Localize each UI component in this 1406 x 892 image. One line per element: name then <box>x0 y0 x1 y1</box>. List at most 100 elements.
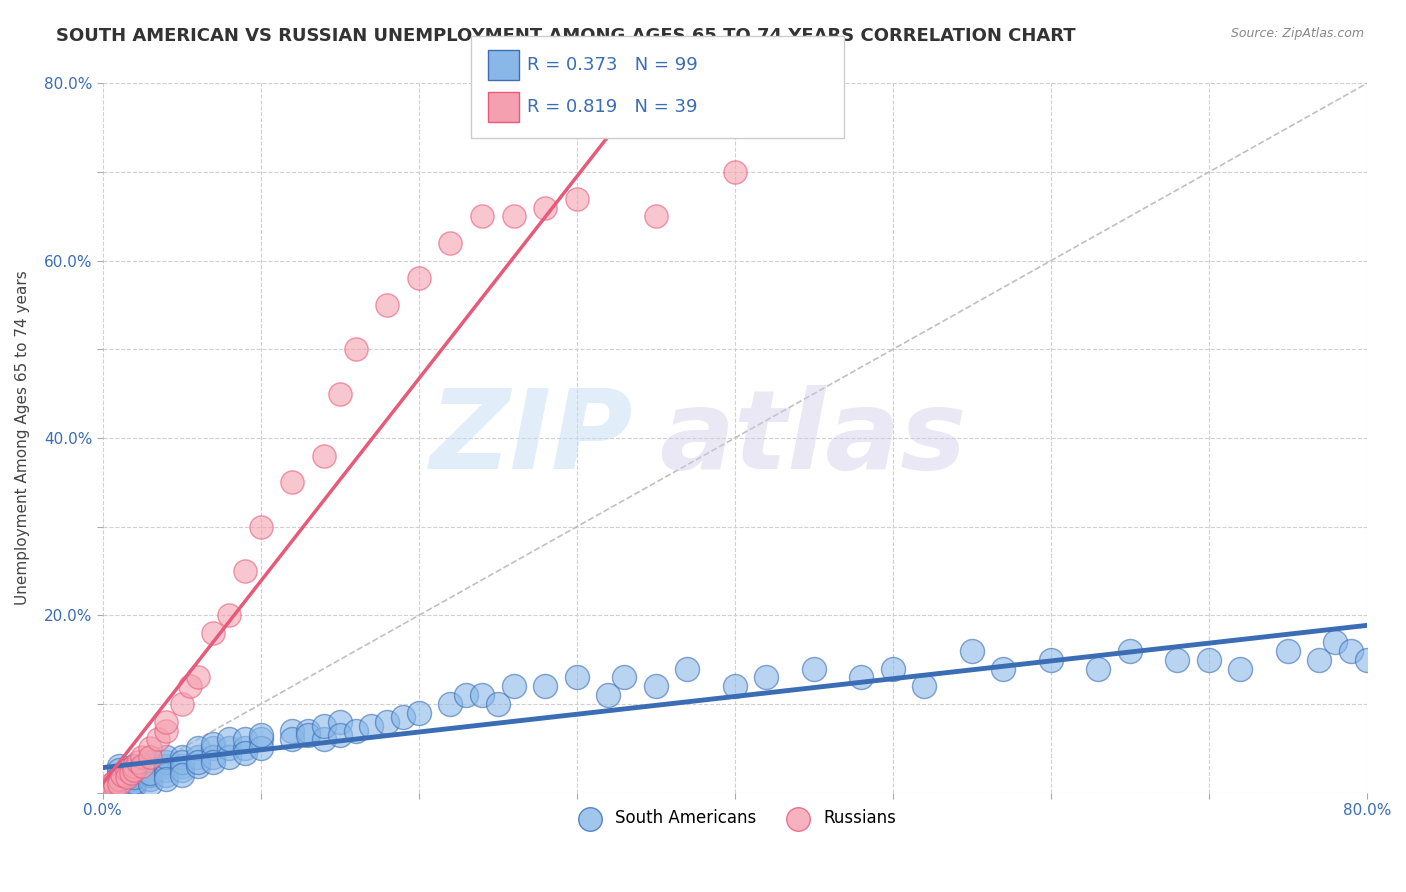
Point <box>187 750 209 764</box>
Point <box>218 732 240 747</box>
Point <box>107 770 129 784</box>
Point <box>233 741 256 756</box>
Point <box>360 719 382 733</box>
Point <box>912 679 935 693</box>
Point <box>312 719 335 733</box>
Point <box>408 271 430 285</box>
Point <box>187 741 209 756</box>
Point <box>1324 635 1347 649</box>
Point <box>124 759 146 773</box>
Point <box>111 768 134 782</box>
Point <box>312 449 335 463</box>
Point <box>851 670 873 684</box>
Point <box>155 759 177 773</box>
Point <box>155 755 177 769</box>
Text: R = 0.373   N = 99: R = 0.373 N = 99 <box>527 56 697 74</box>
Point <box>155 750 177 764</box>
Point <box>170 764 193 778</box>
Point <box>124 759 146 773</box>
Point <box>139 777 162 791</box>
Point <box>218 608 240 623</box>
Point <box>1087 661 1109 675</box>
Point <box>146 732 169 747</box>
Point <box>104 779 127 793</box>
Point <box>993 661 1015 675</box>
Point <box>139 768 162 782</box>
Point <box>124 768 146 782</box>
Point <box>439 235 461 250</box>
Text: SOUTH AMERICAN VS RUSSIAN UNEMPLOYMENT AMONG AGES 65 TO 74 YEARS CORRELATION CHA: SOUTH AMERICAN VS RUSSIAN UNEMPLOYMENT A… <box>56 27 1076 45</box>
Point <box>115 770 138 784</box>
Point <box>344 723 367 738</box>
Point <box>124 764 146 778</box>
Point <box>127 755 149 769</box>
Point <box>281 723 304 738</box>
Point <box>375 298 398 312</box>
Point <box>249 741 271 756</box>
Point <box>329 714 352 729</box>
Point <box>1166 653 1188 667</box>
Point <box>202 626 225 640</box>
Point <box>107 777 129 791</box>
Point <box>124 770 146 784</box>
Point <box>329 728 352 742</box>
Point <box>1277 644 1299 658</box>
Point <box>115 764 138 778</box>
Point <box>120 766 142 780</box>
Point <box>233 732 256 747</box>
Point <box>803 661 825 675</box>
Point <box>249 728 271 742</box>
Point <box>534 679 557 693</box>
Point <box>155 714 177 729</box>
Point <box>471 210 494 224</box>
Point <box>131 750 153 764</box>
Point <box>139 772 162 787</box>
Point <box>155 768 177 782</box>
Point <box>107 775 129 789</box>
Point <box>408 706 430 720</box>
Point <box>297 728 319 742</box>
Point <box>439 697 461 711</box>
Point <box>297 723 319 738</box>
Point <box>565 670 588 684</box>
Point <box>644 210 666 224</box>
Point <box>724 679 747 693</box>
Point <box>187 670 209 684</box>
Point <box>676 661 699 675</box>
Point <box>139 766 162 780</box>
Point <box>170 759 193 773</box>
Point <box>155 764 177 778</box>
Point <box>107 759 129 773</box>
Point <box>170 755 193 769</box>
Point <box>724 165 747 179</box>
Point <box>100 777 122 791</box>
Point <box>312 732 335 747</box>
Point <box>1308 653 1330 667</box>
Point <box>882 661 904 675</box>
Point <box>565 192 588 206</box>
Point <box>139 755 162 769</box>
Point <box>107 772 129 787</box>
Point <box>502 679 524 693</box>
Text: ZIP: ZIP <box>430 384 634 491</box>
Point <box>124 764 146 778</box>
Point <box>1355 653 1378 667</box>
Point <box>249 732 271 747</box>
Point <box>107 777 129 791</box>
Point <box>502 210 524 224</box>
Text: R = 0.819   N = 39: R = 0.819 N = 39 <box>527 98 697 116</box>
Point <box>187 759 209 773</box>
Point <box>281 475 304 490</box>
Point <box>187 755 209 769</box>
Point <box>233 746 256 760</box>
Point <box>218 750 240 764</box>
Point <box>124 777 146 791</box>
Point <box>155 723 177 738</box>
Point <box>103 775 125 789</box>
Point <box>124 772 146 787</box>
Point <box>107 764 129 778</box>
Point <box>202 737 225 751</box>
Text: atlas: atlas <box>659 384 966 491</box>
Point <box>644 679 666 693</box>
Point <box>155 772 177 787</box>
